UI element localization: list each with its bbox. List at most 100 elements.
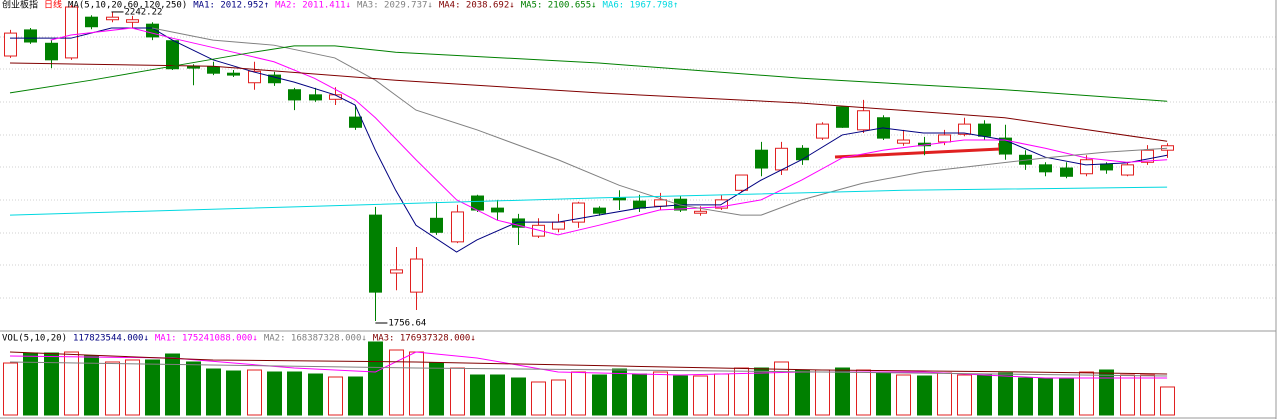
volume-bar: [693, 375, 708, 416]
volume-bar: [1018, 377, 1033, 416]
annotation-label: 1756.64: [388, 319, 426, 329]
volume-bar: [287, 371, 302, 416]
volume-bar: [673, 375, 688, 416]
candle-body: [85, 16, 98, 28]
volume-bar: [247, 369, 262, 416]
candle-body: [309, 94, 322, 101]
header-label: MA3: 2029.737↓: [357, 1, 433, 11]
volume-bar: [714, 373, 729, 416]
candle-body: [349, 116, 362, 128]
candle-body: [1080, 159, 1093, 175]
header-label: MA4: 2038.692↓: [439, 1, 515, 11]
header-label: 117823544.000↓: [73, 334, 149, 344]
volume-bar: [3, 362, 18, 416]
volume-bar: [977, 374, 992, 416]
volume-bar: [734, 367, 749, 416]
ma-line: [9, 186, 1168, 216]
candle-body: [694, 210, 707, 214]
volume-bar: [328, 376, 343, 416]
candle-body: [1060, 167, 1073, 177]
candle-body: [106, 16, 119, 21]
header-label: 日线: [44, 0, 62, 11]
header-label: MA3: 176937328.000↓: [373, 334, 476, 344]
volume-bar: [206, 368, 221, 416]
candle-body: [451, 211, 464, 243]
volume-bar: [105, 361, 120, 416]
volume-bar: [795, 369, 810, 416]
volume-bar: [64, 351, 79, 416]
header-label: VOL(5,10,20): [2, 334, 67, 344]
volume-bar: [896, 374, 911, 416]
candle-body: [65, 6, 78, 59]
volume-bar: [957, 374, 972, 416]
volume-bar: [226, 370, 241, 416]
volume-bar: [592, 374, 607, 416]
ma-line: [152, 27, 1168, 216]
ma-line: [9, 45, 1168, 102]
candle-body: [796, 147, 809, 161]
candle-body: [755, 149, 768, 169]
header-label: 创业板指: [2, 0, 38, 11]
candle-body: [512, 218, 525, 228]
volume-bar: [511, 377, 526, 416]
ma-line: [10, 27, 1168, 253]
volume-bar: [1059, 377, 1074, 416]
volume-bar: [186, 361, 201, 416]
ma-line: [50, 27, 1168, 236]
candle-body: [369, 214, 382, 293]
volume-bar: [1038, 377, 1053, 416]
candle-body: [654, 199, 667, 207]
candle-body: [390, 269, 403, 274]
candle-body: [126, 19, 139, 23]
candle-body: [897, 139, 910, 144]
volume-bar: [551, 379, 566, 416]
candle-body: [938, 134, 951, 143]
volume-bar: [348, 376, 363, 416]
volume-bar: [470, 374, 485, 416]
candle-body: [958, 123, 971, 135]
candle-body: [1161, 145, 1174, 151]
volume-bar: [267, 371, 282, 416]
candle-body: [1121, 164, 1134, 176]
candle-body: [4, 32, 17, 57]
volume-bar: [1099, 369, 1114, 416]
candle-body: [857, 110, 870, 131]
volume-bar: [429, 362, 444, 416]
volume-bar: [754, 367, 769, 416]
header-label: MA1: 175241088.000↓: [155, 334, 258, 344]
candle-body: [207, 66, 220, 74]
candle-body: [816, 123, 829, 139]
volume-bar: [1140, 374, 1155, 416]
annotation-label: 2242.22: [125, 7, 163, 17]
candle-body: [227, 72, 240, 76]
volume-bar: [450, 367, 465, 416]
volume-bar: [389, 349, 404, 416]
candle-body: [187, 65, 200, 69]
volume-bar: [998, 372, 1013, 416]
volume-bar: [44, 352, 59, 416]
volume-bar: [876, 371, 891, 416]
volume-bar: [490, 374, 505, 416]
volume-bar: [368, 341, 383, 416]
candle-body: [248, 70, 261, 84]
volume-bar: [165, 353, 180, 416]
volume-ma-line: [9, 351, 1168, 375]
candle-body: [735, 174, 748, 191]
candle-body: [430, 217, 443, 233]
volume-bar: [531, 381, 546, 416]
volume-bar: [571, 371, 586, 416]
volume-bar: [774, 361, 789, 416]
candle-body: [532, 224, 545, 237]
candle-body: [775, 147, 788, 171]
volume-bar: [917, 375, 932, 416]
volume-bar: [937, 372, 952, 416]
header-label: MA1: 2012.952↑: [193, 1, 269, 11]
header-label: MA5: 2100.655↓: [521, 1, 597, 11]
header-label: MA2: 2011.411↓: [275, 1, 351, 11]
candle-body: [491, 207, 504, 213]
candle-body: [166, 40, 179, 70]
candle-body: [978, 123, 991, 137]
volume-bar: [815, 369, 830, 416]
volume-bar: [612, 368, 627, 416]
header-label: MA2: 168387328.000↓: [264, 334, 367, 344]
